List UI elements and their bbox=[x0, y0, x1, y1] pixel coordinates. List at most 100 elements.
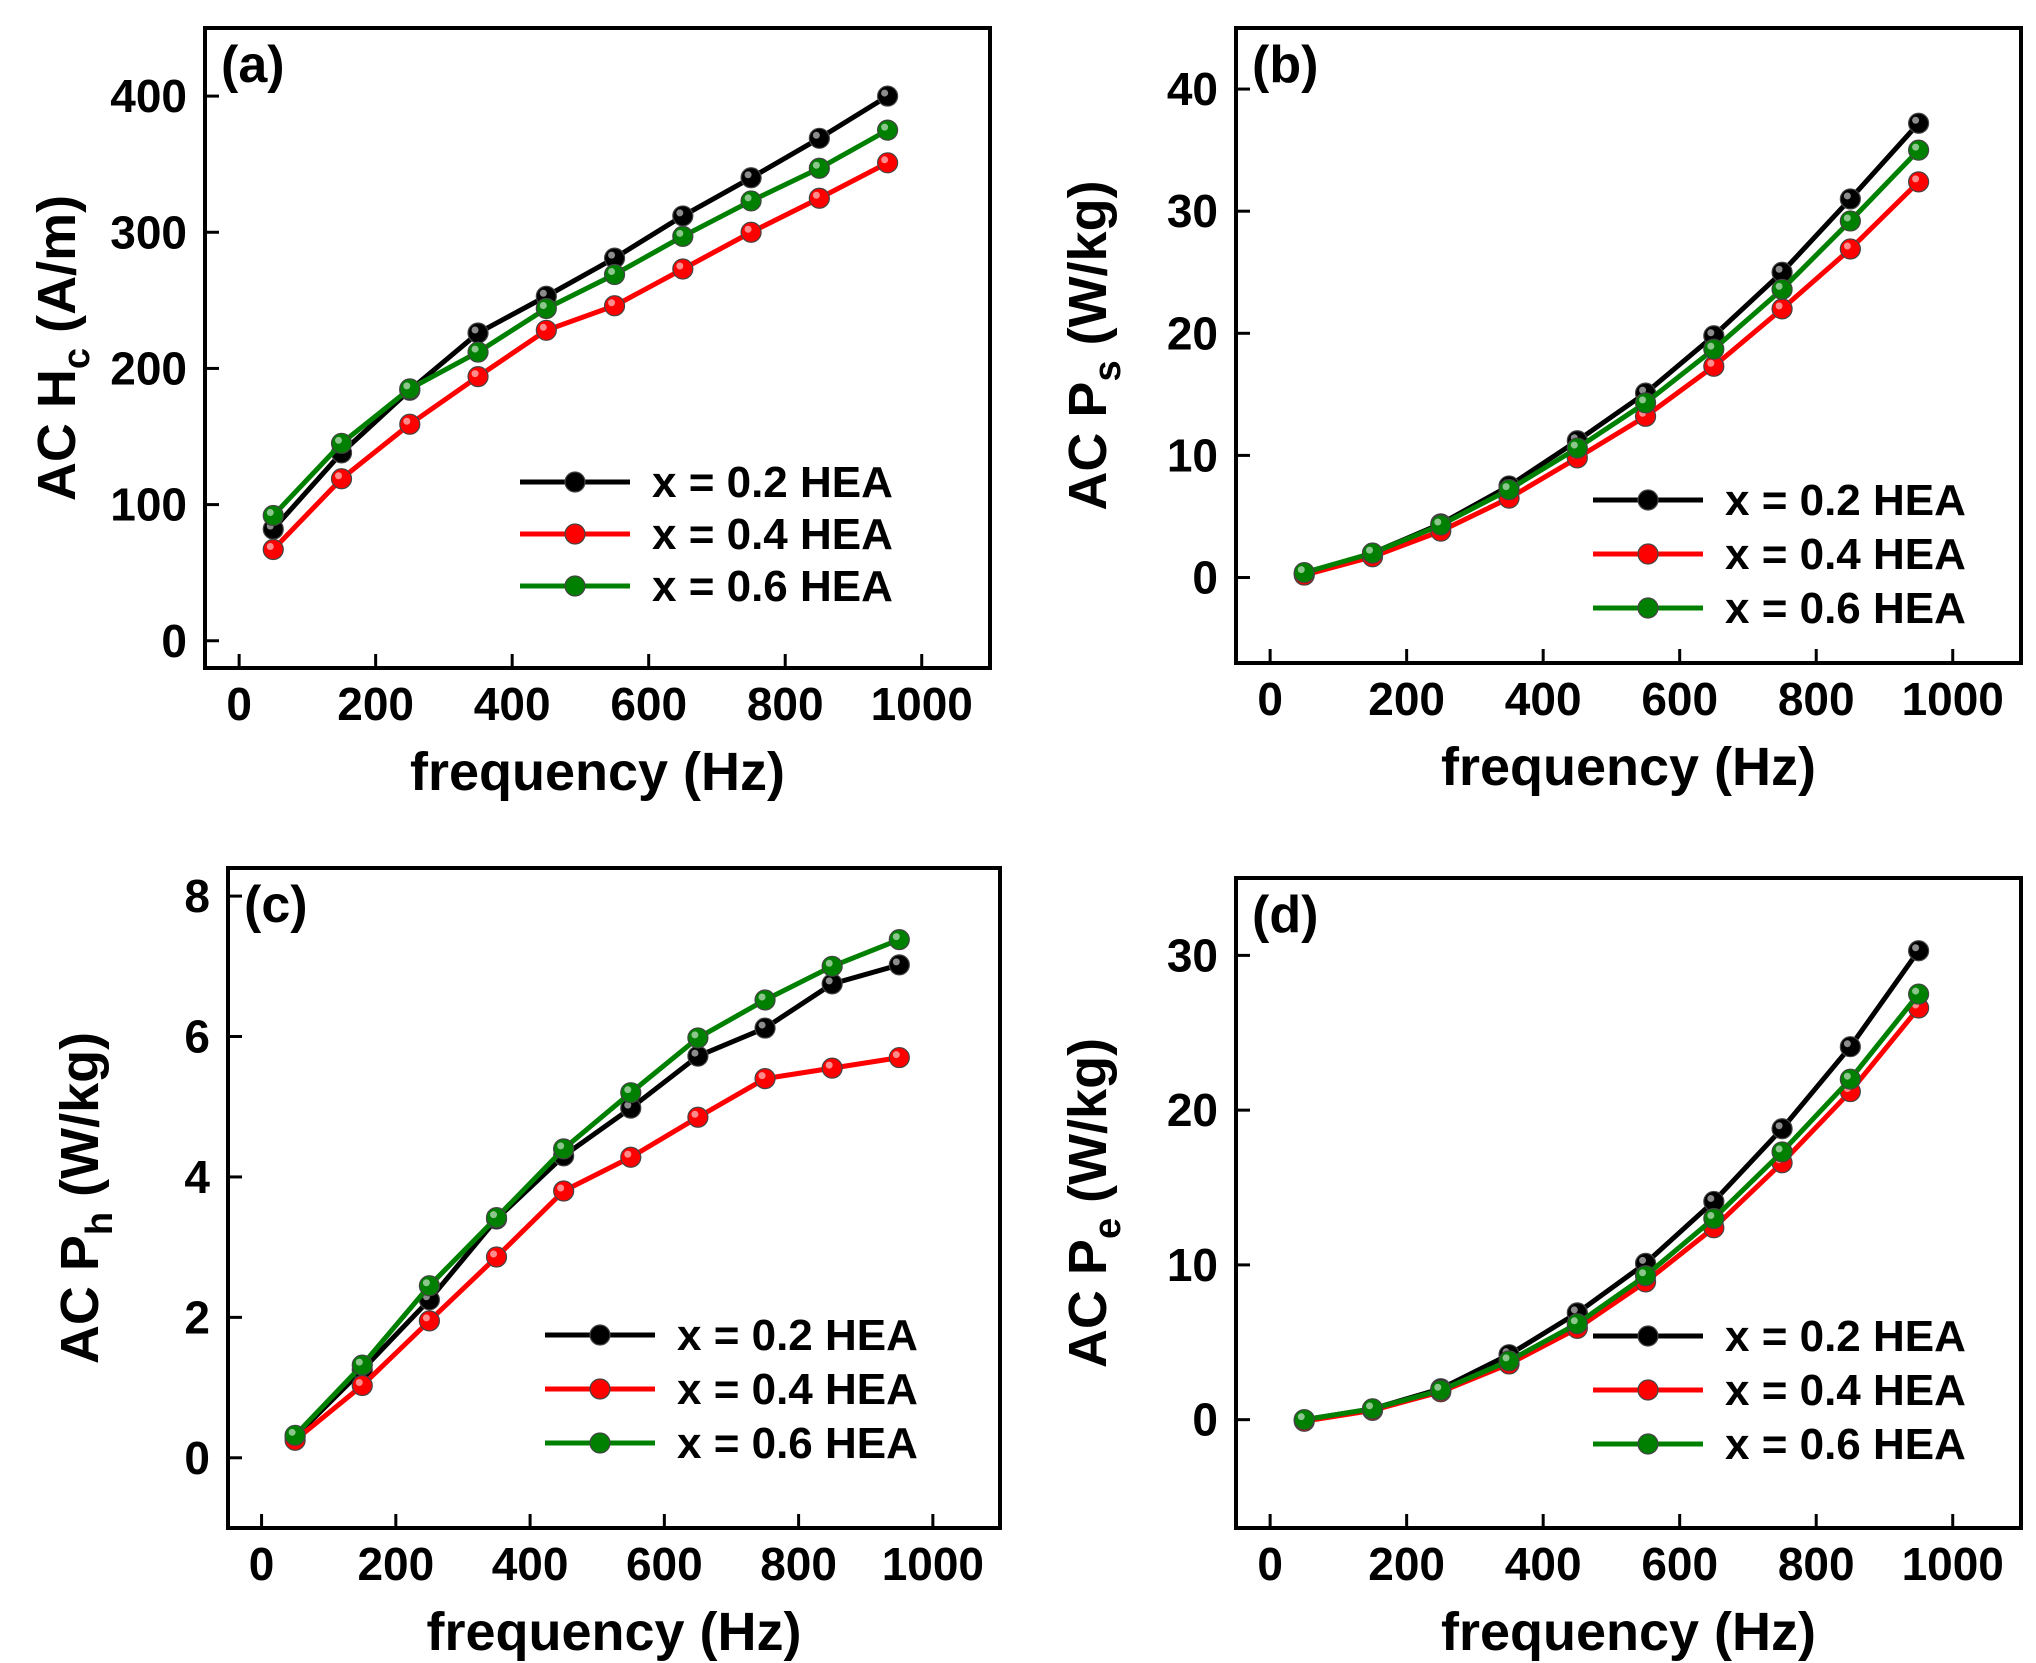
data-point bbox=[535, 319, 557, 341]
legend-item: x = 0.4 HEA bbox=[520, 510, 893, 559]
data-point bbox=[467, 341, 489, 363]
y-axis-label-unit: (W/kg) bbox=[50, 1032, 110, 1212]
y-tick-label: 200 bbox=[110, 342, 187, 394]
data-point bbox=[1839, 1068, 1861, 1090]
x-tick-label: 1000 bbox=[1902, 673, 2004, 725]
x-tick-label: 400 bbox=[474, 678, 551, 730]
plot-frame bbox=[203, 26, 992, 670]
data-point-highlight bbox=[539, 289, 547, 297]
data-point bbox=[672, 225, 694, 247]
data-point-highlight bbox=[812, 161, 820, 169]
series-line bbox=[293, 1055, 900, 1443]
chart-panel-c: 0 200 400 600 800 1000 0 2 4 6 8 frequency (Hz) AC P… bbox=[50, 866, 1002, 1662]
data-point bbox=[740, 221, 762, 243]
y-axis-label-main: AC H bbox=[27, 369, 87, 501]
legend-item: x = 0.6 HEA bbox=[545, 1419, 918, 1468]
data-point-highlight bbox=[422, 1314, 430, 1322]
legend-label: x = 0.2 HEA bbox=[1725, 476, 1966, 525]
data-point-highlight bbox=[288, 1428, 296, 1436]
panel-label: (d) bbox=[1252, 886, 1318, 944]
data-point-highlight bbox=[335, 472, 343, 480]
data-point bbox=[888, 1046, 910, 1069]
data-point-highlight bbox=[881, 123, 889, 131]
series-line bbox=[271, 93, 889, 531]
data-point bbox=[1293, 1409, 1315, 1431]
data-point bbox=[754, 1017, 776, 1039]
x-axis-label: frequency (Hz) bbox=[1441, 737, 1816, 797]
data-point-highlight bbox=[1843, 192, 1851, 200]
data-point bbox=[620, 1082, 642, 1104]
data-point bbox=[262, 504, 284, 527]
data-point-highlight bbox=[758, 1072, 766, 1080]
y-axis-label: AC Ph (W/kg) bbox=[50, 1032, 121, 1364]
data-point-highlight bbox=[691, 1049, 699, 1057]
data-point bbox=[888, 929, 910, 951]
series-line bbox=[1303, 148, 1921, 576]
plot-frame bbox=[226, 866, 1002, 1530]
y-axis-label-subscript: e bbox=[1087, 1218, 1129, 1239]
y-tick-label: 100 bbox=[110, 479, 187, 531]
data-point bbox=[1908, 171, 1930, 193]
x-tick-label: 200 bbox=[1368, 673, 1445, 725]
x-tick-label: 600 bbox=[1641, 673, 1718, 725]
y-tick-label: 20 bbox=[1167, 1084, 1218, 1136]
data-point bbox=[1908, 940, 1930, 962]
data-point-highlight bbox=[1366, 1402, 1374, 1410]
x-tick-label: 1000 bbox=[882, 1538, 984, 1590]
data-point-highlight bbox=[539, 302, 547, 310]
y-axis-label-main: AC P bbox=[1058, 1239, 1118, 1368]
data-point-highlight bbox=[1434, 518, 1442, 526]
data-point bbox=[1771, 298, 1793, 320]
data-point-highlight bbox=[624, 1150, 632, 1158]
data-point-highlight bbox=[825, 959, 833, 967]
data-point-highlight bbox=[1707, 359, 1715, 367]
data-point-highlight bbox=[490, 1250, 498, 1258]
data-point bbox=[1839, 210, 1861, 232]
data-point bbox=[399, 378, 421, 400]
x-tick-label: 400 bbox=[492, 1538, 569, 1590]
data-point bbox=[330, 432, 353, 454]
legend-marker bbox=[589, 1378, 611, 1400]
data-point-highlight bbox=[676, 209, 684, 217]
data-point bbox=[1293, 562, 1315, 584]
data-point bbox=[284, 1424, 306, 1446]
legend-marker bbox=[1637, 489, 1659, 511]
data-point-highlight bbox=[744, 194, 752, 202]
y-tick-label: 300 bbox=[110, 206, 187, 258]
data-point-highlight bbox=[1775, 302, 1783, 310]
series-line bbox=[271, 127, 889, 518]
data-point bbox=[418, 1310, 440, 1332]
data-point-highlight bbox=[1434, 1383, 1442, 1391]
data-point-highlight bbox=[624, 1101, 632, 1109]
legend-marker bbox=[1637, 597, 1659, 619]
data-point bbox=[399, 413, 421, 435]
data-point-highlight bbox=[539, 323, 547, 331]
y-tick-label: 400 bbox=[110, 70, 187, 122]
legend-item: x = 0.4 HEA bbox=[1593, 530, 1966, 579]
data-point-highlight bbox=[1775, 265, 1783, 273]
legend-label: x = 0.6 HEA bbox=[1725, 1420, 1966, 1469]
data-point bbox=[1361, 542, 1384, 564]
data-point bbox=[1839, 188, 1861, 210]
x-tick-label: 800 bbox=[1778, 1538, 1855, 1590]
data-point-highlight bbox=[1843, 214, 1851, 222]
series-3 bbox=[284, 929, 910, 1446]
y-axis-label-unit: (W/kg) bbox=[1058, 1038, 1118, 1218]
data-point-highlight bbox=[892, 1051, 900, 1059]
legend-item: x = 0.6 HEA bbox=[520, 562, 893, 611]
data-point-highlight bbox=[403, 382, 411, 390]
data-point bbox=[808, 157, 830, 179]
data-point-highlight bbox=[691, 1031, 699, 1039]
legend-item: x = 0.4 HEA bbox=[545, 1365, 918, 1414]
data-point-highlight bbox=[266, 543, 274, 551]
data-point bbox=[1361, 1398, 1384, 1420]
series-line bbox=[1303, 180, 1921, 578]
data-point bbox=[1703, 1207, 1725, 1230]
data-point-highlight bbox=[1707, 329, 1715, 337]
data-point bbox=[888, 954, 910, 976]
data-point bbox=[1771, 278, 1793, 300]
data-point-highlight bbox=[1912, 944, 1920, 952]
data-point bbox=[467, 365, 489, 388]
